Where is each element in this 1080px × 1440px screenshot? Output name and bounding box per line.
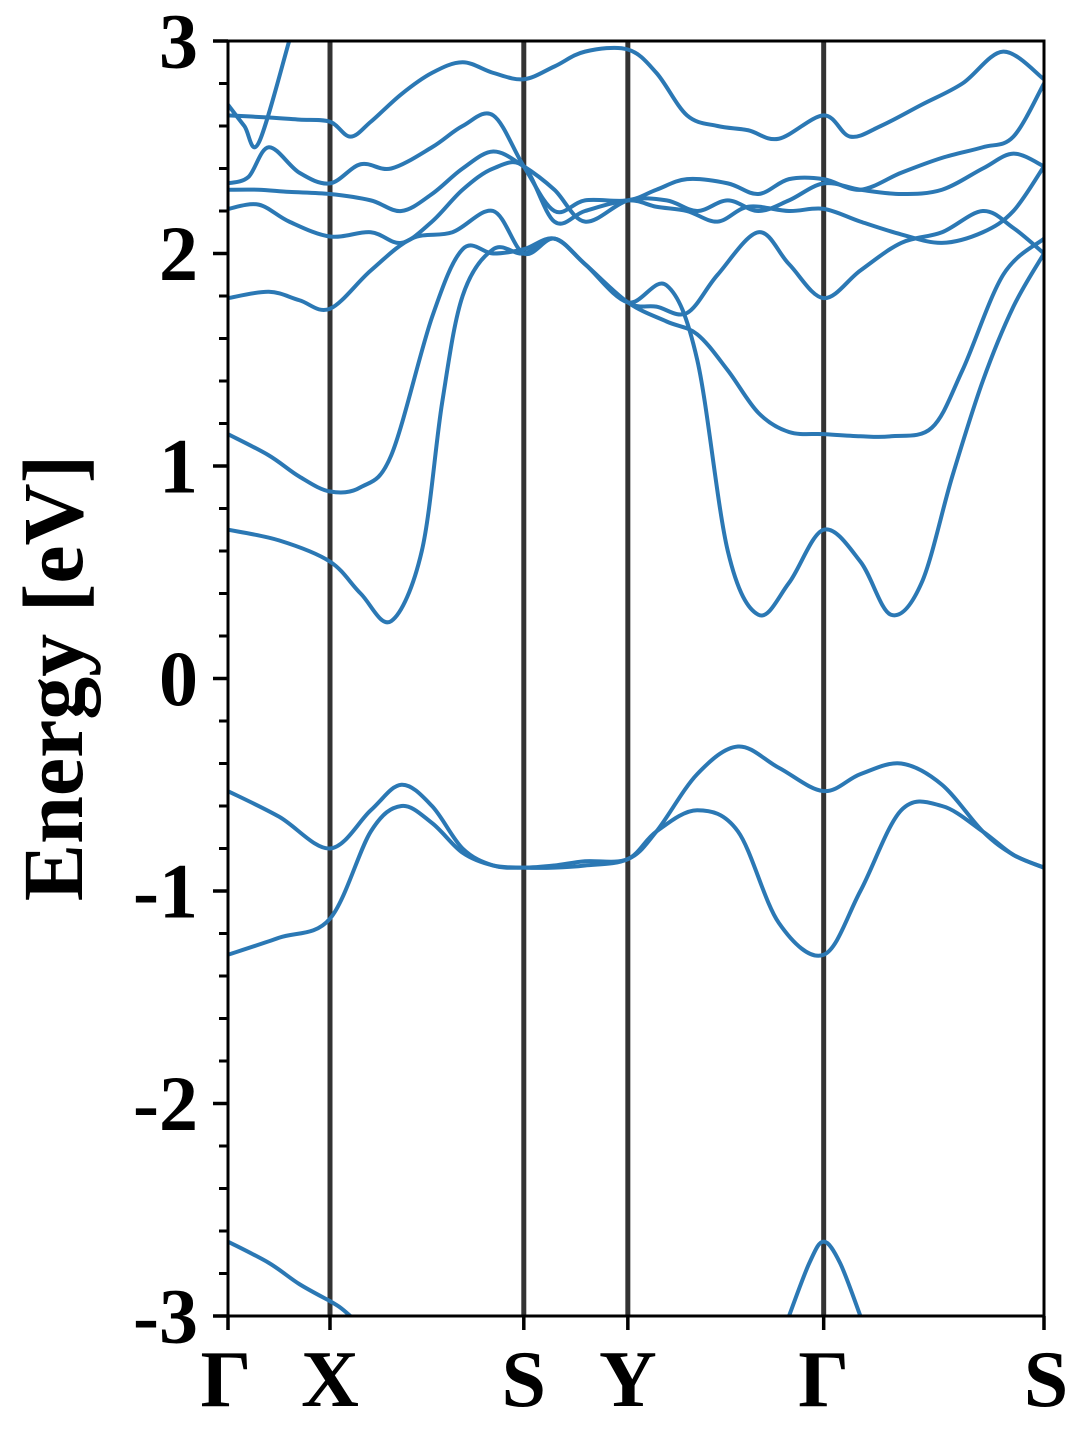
y-axis-label: Energy [eV] bbox=[5, 455, 101, 902]
y-tick-label: 3 bbox=[159, 0, 198, 85]
band-1 bbox=[228, 799, 1044, 958]
x-tick-label: X bbox=[301, 1336, 359, 1424]
band-3 bbox=[228, 236, 1044, 625]
band-6 bbox=[228, 160, 1044, 245]
x-tick-label: Y bbox=[599, 1336, 657, 1424]
x-tick-label: Γ bbox=[798, 1336, 849, 1424]
band-7 bbox=[228, 149, 1044, 224]
band-9 bbox=[228, 45, 1044, 142]
y-tick-label: 1 bbox=[159, 423, 198, 510]
y-tick-label: 0 bbox=[159, 635, 198, 722]
band-11 bbox=[228, 1239, 332, 1304]
x-tick-label: S bbox=[1024, 1336, 1069, 1424]
plot-frame bbox=[226, 39, 1046, 1318]
x-tick-label: Γ bbox=[201, 1336, 252, 1424]
band-12 bbox=[328, 1299, 353, 1316]
band-4 bbox=[228, 236, 1044, 495]
x-tick-label: S bbox=[502, 1336, 547, 1424]
band-2 bbox=[228, 744, 1044, 870]
band-5 bbox=[228, 208, 1044, 317]
y-tick-label: -3 bbox=[133, 1273, 198, 1360]
band-8 bbox=[228, 81, 1044, 215]
y-tick-label: -2 bbox=[133, 1060, 198, 1147]
y-tick-label: -1 bbox=[133, 848, 198, 935]
band-lines bbox=[228, 41, 1044, 1316]
kpath-lines bbox=[327, 41, 827, 1316]
band-10 bbox=[228, 41, 292, 150]
band-13 bbox=[787, 1239, 863, 1316]
y-tick-label: 2 bbox=[159, 210, 198, 297]
